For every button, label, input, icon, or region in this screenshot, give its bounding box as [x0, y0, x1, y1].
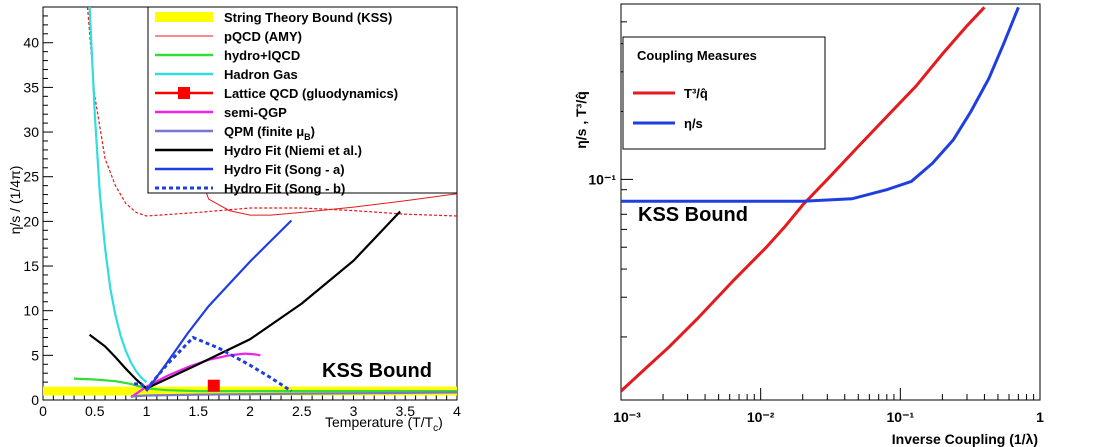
- left-series-hadron-gas: [88, 7, 148, 383]
- left-legend-item-qpm-finite-b-label-main: QPM (finite μ: [224, 124, 304, 139]
- left-series-hydro-fit-song-a: [145, 219, 293, 392]
- left-legend-item-qpm-finite-b-label-sub: B: [304, 132, 311, 142]
- right-legend-item-eta-over-s-label: η/s: [684, 116, 703, 131]
- left-y-tick-label: 40: [23, 35, 39, 51]
- left-y-tick-label: 10: [23, 303, 39, 319]
- left-legend-item-hydro-fit-niemi-et-al: Hydro Fit (Niemi et al.): [155, 143, 362, 158]
- right-series-t3-over-qhat: [621, 6, 986, 393]
- right-y-tick-label: 10⁻¹: [588, 171, 616, 187]
- right-x-tick-label: 1: [1036, 409, 1044, 425]
- left-x-tick-label: 0: [39, 403, 47, 419]
- left-y-tick-label: 30: [23, 124, 39, 140]
- left-y-tick-label: 5: [31, 347, 39, 363]
- left-series-lattice-qcd-gluodynamics-marker: [207, 379, 220, 392]
- left-series-hydro-fit-song-b: [134, 335, 293, 393]
- left-series-pqcd-amy: [192, 154, 457, 216]
- left-x-tick-label: 3.5: [396, 403, 416, 419]
- left-legend-item-hydro-fit-song-a-label: Hydro Fit (Song - a): [224, 162, 345, 177]
- left-legend-item-qpm-finite-b-label-close: ): [311, 124, 315, 139]
- left-legend-box: [147, 6, 458, 194]
- left-series: [43, 7, 457, 399]
- right-kss-annotation: KSS Bound: [638, 204, 748, 226]
- left-legend-item-pqcd-amy: pQCD (AMY): [155, 29, 302, 44]
- left-legend-item-hydro-fit-song-b-label: Hydro Fit (Song - b): [224, 181, 345, 196]
- left-x-tick-label: 4: [453, 403, 461, 419]
- right-legend-item-t3-over-qhat-label: T³/q̂: [684, 86, 708, 101]
- left-x-tick-label: 0.5: [85, 403, 105, 419]
- left-y-tick-label: 0: [31, 392, 39, 408]
- left-legend-item-string-theory-bound-kss-swatch: [155, 12, 213, 22]
- right-x-tick-label: 10⁻²: [747, 409, 775, 425]
- right-series-eta-over-s: [621, 6, 1020, 203]
- right-legend-item-eta-over-s: η/s: [633, 116, 703, 131]
- right-legend-item-t3-over-qhat: T³/q̂: [633, 86, 708, 101]
- right-legend: Coupling Measures T³/q̂ η/s: [622, 36, 826, 150]
- left-y-tick-label: 15: [23, 258, 39, 274]
- right-x-tick-label: 10⁻¹: [887, 409, 915, 425]
- left-legend-item-qpm-finite-b-label: QPM (finite μB): [224, 124, 315, 142]
- right-x-axis-label: Inverse Coupling (1/λ): [892, 431, 1038, 447]
- left-x-tick-label: 1.5: [189, 403, 209, 419]
- left-legend-item-hydro-lqcd: hydro+lQCD: [155, 48, 300, 63]
- left-x-axis-label: Temperature (T/Tc): [325, 414, 443, 434]
- right-ticks: 10⁻³ 10⁻² 10⁻¹ 1 10⁻¹: [588, 21, 1044, 425]
- left-series-pqcd-amy-alt: [86, 7, 457, 217]
- left-x-tick-label: 3: [350, 403, 358, 419]
- left-legend-item-lattice-qcd-gluodynamics-marker: [178, 87, 190, 99]
- left-legend-item-hadron-gas: Hadron Gas: [155, 67, 298, 82]
- left-series-hydro-lqcd: [73, 377, 457, 393]
- left-y-axis-label: η/s / (1/4π): [7, 166, 23, 235]
- left-x-tick-label: 1: [143, 403, 151, 419]
- left-legend-item-lattice-qcd-gluodynamics-label: Lattice QCD (gluodynamics): [224, 86, 398, 101]
- left-legend-item-hydro-fit-niemi-et-al-label: Hydro Fit (Niemi et al.): [224, 143, 362, 158]
- left-series-qpm-finite-b: [130, 391, 457, 398]
- left-x-axis-label-main: Temperature (T/T: [325, 414, 434, 430]
- left-legend-item-lattice-qcd-gluodynamics: Lattice QCD (gluodynamics): [155, 86, 398, 101]
- left-x-axis-label-sub: c: [433, 423, 438, 434]
- left-x-tick-label: 2.5: [292, 403, 312, 419]
- left-legend-item-string-theory-bound-kss-label: String Theory Bound (KSS): [224, 10, 392, 25]
- left-legend-item-hydro-fit-song-b: Hydro Fit (Song - b): [155, 181, 345, 196]
- left-legend-item-hydro-lqcd-label: hydro+lQCD: [224, 48, 300, 63]
- left-legend-item-semi-qgp: semi-QGP: [155, 105, 287, 120]
- right-y-axis-label: η/s , T³/q̂: [573, 91, 589, 149]
- right-series: [621, 6, 1020, 393]
- right-legend-title: Coupling Measures: [637, 48, 757, 63]
- left-legend-item-semi-qgp-label: semi-QGP: [224, 105, 287, 120]
- left-y-tick-label: 25: [23, 169, 39, 185]
- left-legend-item-hydro-fit-song-a: Hydro Fit (Song - a): [155, 162, 345, 177]
- left-x-tick-label: 2: [246, 403, 254, 419]
- left-y-tick-label: 20: [23, 213, 39, 229]
- left-legend: String Theory Bound (KSS) pQCD (AMY) hydro…: [147, 6, 458, 196]
- left-y-tick-label: 35: [23, 79, 39, 95]
- left-kss-annotation: KSS Bound: [322, 360, 432, 382]
- right-chart: 10⁻³ 10⁻² 10⁻¹ 110⁻¹ KSS Bound η/s , T³/q̂ …: [573, 3, 1044, 447]
- right-x-tick-label: 10⁻³: [613, 409, 641, 425]
- left-legend-item-string-theory-bound-kss: String Theory Bound (KSS): [155, 10, 392, 25]
- left-legend-item-pqcd-amy-label: pQCD (AMY): [224, 29, 302, 44]
- left-legend-item-hadron-gas-label: Hadron Gas: [224, 67, 298, 82]
- left-x-axis-label-close: ): [438, 414, 443, 430]
- left-legend-item-qpm-finite-b: QPM (finite μB): [155, 124, 315, 142]
